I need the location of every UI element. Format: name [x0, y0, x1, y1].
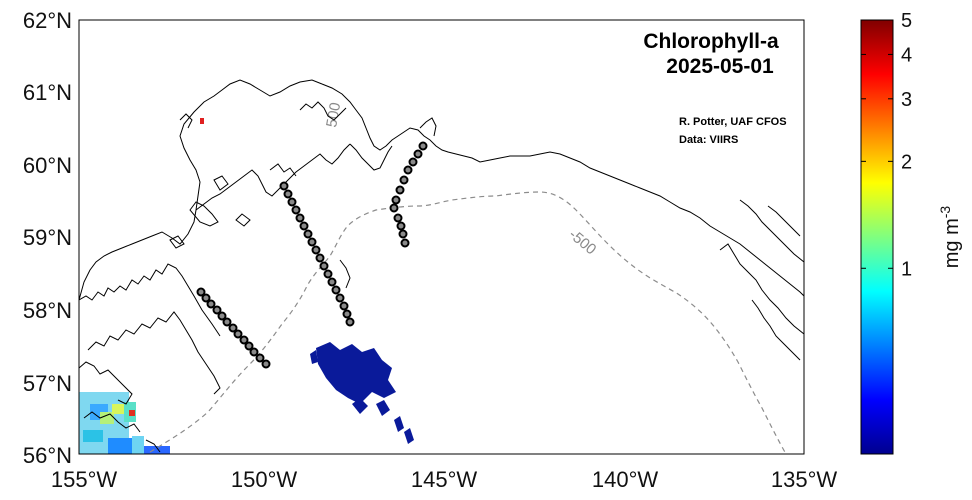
- station-marker: [222, 317, 232, 327]
- lat-tick-label: 62°N: [23, 8, 72, 33]
- lon-tick-label: 150°W: [231, 467, 298, 492]
- chlorophyll-patch-nearshore: [79, 118, 204, 454]
- station-marker: [413, 149, 423, 159]
- lat-tick-label: 58°N: [23, 298, 72, 323]
- station-marker: [287, 197, 297, 207]
- station-marker: [339, 301, 349, 311]
- isobath-label-cook: 500: [323, 101, 344, 129]
- station-marker: [408, 157, 418, 167]
- lon-tick-label: 135°W: [771, 467, 838, 492]
- station-marker: [233, 329, 243, 339]
- station-marker: [307, 237, 317, 247]
- colorbar-tick-label: 2: [901, 151, 912, 173]
- station-marker: [255, 353, 265, 363]
- station-marker: [323, 269, 333, 279]
- station-transect-alaska-peninsula: [196, 287, 271, 369]
- station-marker: [261, 359, 271, 369]
- credit-author: R. Potter, UAF CFOS: [679, 116, 787, 128]
- station-marker: [389, 203, 399, 213]
- station-marker: [403, 165, 413, 175]
- credit-data-source: Data: VIIRS: [679, 134, 738, 146]
- station-marker: [295, 213, 305, 223]
- station-marker: [279, 181, 289, 191]
- station-marker: [395, 185, 405, 195]
- station-transect-pws: [389, 141, 428, 248]
- station-marker: [335, 293, 345, 303]
- station-marker: [212, 305, 222, 315]
- station-marker: [315, 253, 325, 263]
- colorbar-ticks: 5 4 3 2 1: [861, 10, 912, 280]
- station-marker: [201, 293, 211, 303]
- station-marker: [342, 309, 352, 319]
- station-marker: [327, 277, 337, 287]
- lat-tick-label: 59°N: [23, 225, 72, 250]
- lat-tick-label: 61°N: [23, 80, 72, 105]
- chlorophyll-patch-offshore: [310, 342, 414, 444]
- colorbar-label: mg m-3: [937, 206, 963, 269]
- lon-tick-label: 155°W: [51, 467, 118, 492]
- station-marker: [398, 229, 408, 239]
- isobath-500m: [149, 191, 787, 454]
- map-content: 500 -500: [79, 79, 804, 454]
- station-marker: [291, 205, 301, 215]
- map-frame: [78, 19, 805, 455]
- colorbar-tick-label: 1: [901, 258, 912, 280]
- station-marker: [319, 261, 329, 271]
- map-plot-area: [78, 19, 805, 455]
- station-marker: [400, 238, 410, 248]
- lon-tick-label: 140°W: [592, 467, 659, 492]
- station-marker: [239, 335, 249, 345]
- colorbar-tick-label: 4: [901, 44, 912, 66]
- station-marker: [418, 141, 428, 151]
- station-marker: [345, 317, 355, 327]
- lon-axis: 155°W 150°W 145°W 140°W 135°W: [51, 467, 838, 492]
- colorbar: [860, 19, 894, 455]
- lon-tick-label: 145°W: [411, 467, 478, 492]
- station-marker: [206, 299, 216, 309]
- station-transect-seward: [279, 181, 355, 327]
- station-marker: [399, 175, 409, 185]
- coastline: [79, 79, 804, 453]
- station-marker: [303, 229, 313, 239]
- map-date: 2025-05-01: [666, 55, 774, 78]
- lat-tick-label: 60°N: [23, 153, 72, 178]
- lat-tick-label: 56°N: [23, 443, 72, 468]
- station-marker: [331, 285, 341, 295]
- station-marker: [311, 245, 321, 255]
- map-title: Chlorophyll-a: [643, 30, 779, 53]
- station-marker: [228, 323, 238, 333]
- station-marker: [283, 189, 293, 199]
- station-marker: [196, 287, 206, 297]
- station-marker: [299, 221, 309, 231]
- lat-axis: 62°N 61°N 60°N 59°N 58°N 57°N 56°N: [23, 8, 72, 468]
- colorbar-tick-label: 5: [901, 10, 912, 32]
- station-marker: [217, 311, 227, 321]
- station-marker: [396, 221, 406, 231]
- lat-tick-label: 57°N: [23, 371, 72, 396]
- station-marker: [393, 213, 403, 223]
- station-marker: [249, 347, 259, 357]
- colorbar-tick-label: 3: [901, 89, 912, 111]
- station-marker: [244, 341, 254, 351]
- station-marker: [391, 195, 401, 205]
